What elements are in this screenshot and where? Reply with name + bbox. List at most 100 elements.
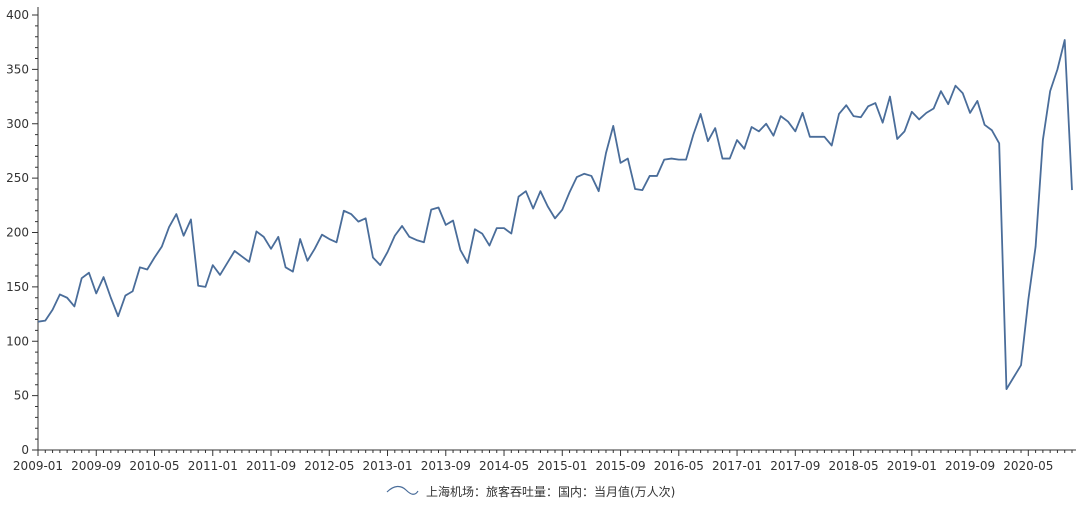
data-point[interactable] bbox=[612, 125, 614, 127]
data-point[interactable] bbox=[860, 116, 862, 118]
data-point[interactable] bbox=[947, 103, 949, 105]
data-point[interactable] bbox=[1056, 68, 1058, 70]
data-point[interactable] bbox=[1020, 364, 1022, 366]
data-point[interactable] bbox=[88, 272, 90, 274]
data-point[interactable] bbox=[139, 266, 141, 268]
data-point[interactable] bbox=[998, 142, 1000, 144]
data-point[interactable] bbox=[124, 294, 126, 296]
legend[interactable]: 上海机场：旅客吞吐量：国内：当月值(万人次) bbox=[386, 484, 675, 499]
data-point[interactable] bbox=[656, 175, 658, 177]
data-point[interactable] bbox=[962, 92, 964, 94]
data-point[interactable] bbox=[343, 210, 345, 212]
data-point[interactable] bbox=[95, 292, 97, 294]
data-point[interactable] bbox=[379, 264, 381, 266]
data-point[interactable] bbox=[517, 195, 519, 197]
data-point[interactable] bbox=[314, 248, 316, 250]
data-point[interactable] bbox=[772, 135, 774, 137]
data-point[interactable] bbox=[597, 190, 599, 192]
data-point[interactable] bbox=[838, 113, 840, 115]
data-point[interactable] bbox=[488, 244, 490, 246]
data-point[interactable] bbox=[284, 266, 286, 268]
data-point[interactable] bbox=[1049, 90, 1051, 92]
data-point[interactable] bbox=[954, 84, 956, 86]
data-point[interactable] bbox=[867, 105, 869, 107]
data-point[interactable] bbox=[270, 248, 272, 250]
data-point[interactable] bbox=[394, 235, 396, 237]
data-point[interactable] bbox=[539, 190, 541, 192]
data-point[interactable] bbox=[437, 206, 439, 208]
series-line[interactable] bbox=[37, 39, 1073, 390]
data-point[interactable] bbox=[255, 230, 257, 232]
data-point[interactable] bbox=[190, 218, 192, 220]
data-point[interactable] bbox=[335, 241, 337, 243]
data-point[interactable] bbox=[277, 236, 279, 238]
data-point[interactable] bbox=[896, 138, 898, 140]
data-point[interactable] bbox=[969, 112, 971, 114]
data-point[interactable] bbox=[496, 227, 498, 229]
data-point[interactable] bbox=[983, 124, 985, 126]
data-point[interactable] bbox=[1027, 299, 1029, 301]
data-point[interactable] bbox=[263, 236, 265, 238]
data-point[interactable] bbox=[663, 158, 665, 160]
data-point[interactable] bbox=[364, 217, 366, 219]
data-point[interactable] bbox=[729, 157, 731, 159]
data-point[interactable] bbox=[474, 228, 476, 230]
data-point[interactable] bbox=[386, 251, 388, 253]
data-point[interactable] bbox=[430, 208, 432, 210]
data-point[interactable] bbox=[350, 213, 352, 215]
data-point[interactable] bbox=[619, 162, 621, 164]
data-point[interactable] bbox=[503, 227, 505, 229]
data-point[interactable] bbox=[37, 320, 39, 322]
data-point[interactable] bbox=[1013, 376, 1015, 378]
data-point[interactable] bbox=[248, 261, 250, 263]
data-point[interactable] bbox=[161, 245, 163, 247]
data-point[interactable] bbox=[306, 260, 308, 262]
data-point[interactable] bbox=[321, 233, 323, 235]
data-point[interactable] bbox=[685, 158, 687, 160]
data-point[interactable] bbox=[918, 118, 920, 120]
data-point[interactable] bbox=[1064, 39, 1066, 41]
data-point[interactable] bbox=[634, 188, 636, 190]
data-point[interactable] bbox=[845, 104, 847, 106]
data-point[interactable] bbox=[736, 139, 738, 141]
data-point[interactable] bbox=[226, 262, 228, 264]
data-point[interactable] bbox=[641, 189, 643, 191]
data-point[interactable] bbox=[299, 238, 301, 240]
data-point[interactable] bbox=[692, 133, 694, 135]
data-point[interactable] bbox=[823, 136, 825, 138]
data-point[interactable] bbox=[932, 107, 934, 109]
data-point[interactable] bbox=[445, 224, 447, 226]
data-point[interactable] bbox=[911, 111, 913, 113]
data-point[interactable] bbox=[721, 157, 723, 159]
data-point[interactable] bbox=[831, 144, 833, 146]
data-point[interactable] bbox=[561, 208, 563, 210]
data-point[interactable] bbox=[903, 130, 905, 132]
data-point[interactable] bbox=[678, 158, 680, 160]
data-point[interactable] bbox=[525, 190, 527, 192]
data-point[interactable] bbox=[794, 130, 796, 132]
data-point[interactable] bbox=[576, 176, 578, 178]
data-point[interactable] bbox=[991, 129, 993, 131]
data-point[interactable] bbox=[357, 220, 359, 222]
data-point[interactable] bbox=[182, 235, 184, 237]
data-point[interactable] bbox=[925, 112, 927, 114]
data-point[interactable] bbox=[707, 140, 709, 142]
data-point[interactable] bbox=[758, 130, 760, 132]
data-point[interactable] bbox=[881, 121, 883, 123]
data-point[interactable] bbox=[1005, 388, 1007, 390]
data-point[interactable] bbox=[423, 241, 425, 243]
data-point[interactable] bbox=[117, 315, 119, 317]
data-point[interactable] bbox=[292, 270, 294, 272]
data-point[interactable] bbox=[415, 239, 417, 241]
data-point[interactable] bbox=[1034, 245, 1036, 247]
data-point[interactable] bbox=[51, 309, 53, 311]
data-point[interactable] bbox=[73, 305, 75, 307]
data-point[interactable] bbox=[452, 219, 454, 221]
data-point[interactable] bbox=[648, 175, 650, 177]
data-point[interactable] bbox=[547, 205, 549, 207]
data-point[interactable] bbox=[146, 268, 148, 270]
data-point[interactable] bbox=[605, 152, 607, 154]
data-point[interactable] bbox=[976, 100, 978, 102]
data-point[interactable] bbox=[889, 95, 891, 97]
data-point[interactable] bbox=[212, 264, 214, 266]
